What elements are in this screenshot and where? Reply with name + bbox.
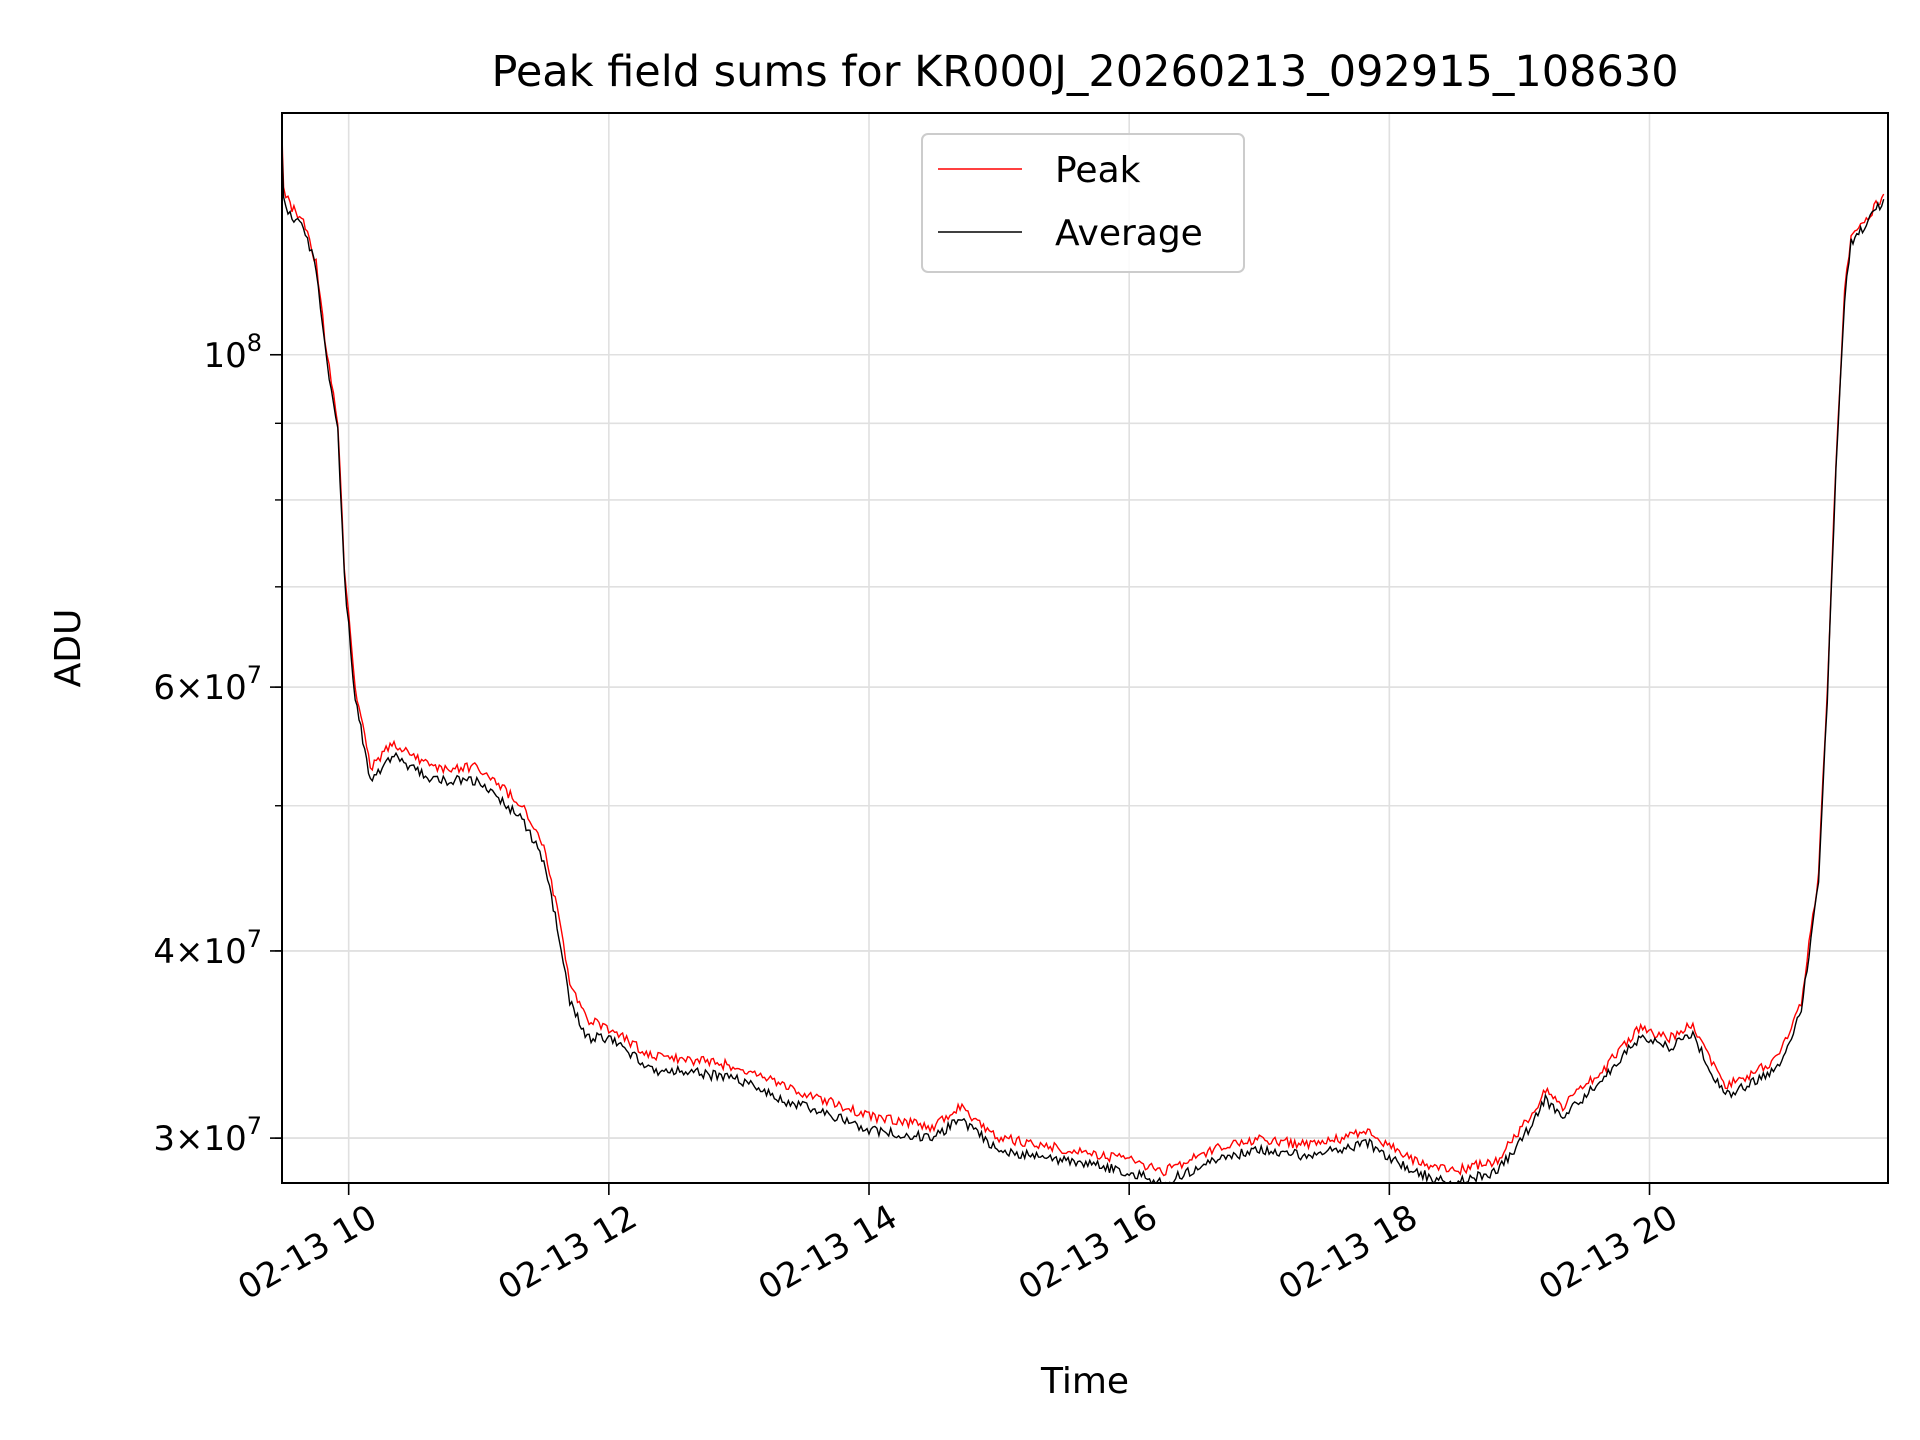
legend-label-peak: Peak — [1055, 150, 1141, 191]
chart-title: Peak field sums for KR000J_20260213_0929… — [491, 47, 1678, 97]
grid — [282, 113, 1888, 1183]
y-axis-label: ADU — [48, 609, 89, 688]
plot-frame — [281, 112, 1889, 1184]
series-line-peak — [282, 113, 1885, 1177]
legend-label-average: Average — [1055, 213, 1203, 254]
x-axis-label: Time — [1040, 1361, 1129, 1402]
y-tick-label-3: 3×107 — [153, 1112, 262, 1159]
legend: Peak Average — [921, 133, 1245, 273]
series-line-average — [282, 131, 1885, 1183]
y-tick-label-2: 4×107 — [153, 925, 262, 972]
y-tick-label-0: 108 — [203, 329, 262, 376]
y-axis: 108 6×107 4×107 3×107 — [153, 329, 282, 1159]
y-tick-label-1: 6×107 — [153, 661, 262, 708]
series-layer — [282, 113, 1885, 1183]
